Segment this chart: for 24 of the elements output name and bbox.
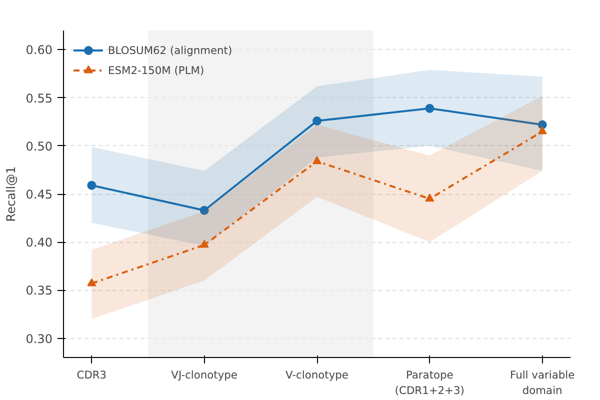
y-tick-label: 0.30 xyxy=(26,332,52,346)
x-tick-label: Paratope (CDR1+2+3) xyxy=(394,368,464,398)
y-tick-label: 0.35 xyxy=(26,284,52,298)
y-tick-label: 0.50 xyxy=(26,139,52,154)
point xyxy=(425,194,434,202)
x-tick-label: V-clonotype xyxy=(286,368,348,382)
legend-label: BLOSUM62 (alignment) xyxy=(108,44,232,56)
y-tick-label: 0.55 xyxy=(26,91,52,106)
point xyxy=(312,116,322,126)
x-tick-label: Full variable domain xyxy=(510,368,575,398)
x-tick-label: VJ-clonotype xyxy=(171,368,238,382)
legend-label: ESM2-150M (PLM) xyxy=(108,64,204,76)
point xyxy=(425,104,434,113)
point xyxy=(312,156,322,164)
point xyxy=(87,180,96,190)
point xyxy=(200,206,209,215)
point xyxy=(87,278,96,286)
y-tick-label: 0.60 xyxy=(26,43,52,58)
y-tick-label: 0.45 xyxy=(26,188,52,202)
x-tick-label: CDR3 xyxy=(76,368,107,382)
point xyxy=(200,240,209,248)
y-tick-label: 0.40 xyxy=(26,236,52,250)
point xyxy=(538,126,547,134)
y-axis-title: Recall@1 xyxy=(4,166,18,222)
